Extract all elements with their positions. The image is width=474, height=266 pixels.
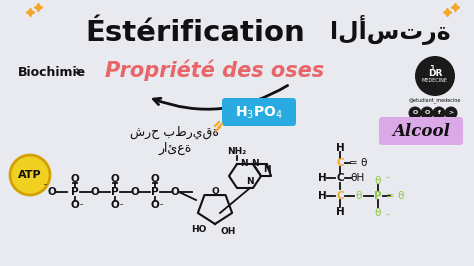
- Circle shape: [409, 106, 421, 119]
- Text: P: P: [374, 191, 382, 201]
- Text: Alcool: Alcool: [392, 123, 450, 140]
- FancyBboxPatch shape: [379, 117, 463, 145]
- Text: ┓: ┓: [430, 63, 434, 69]
- Text: θ: θ: [375, 176, 381, 186]
- Circle shape: [415, 56, 455, 96]
- Text: N: N: [251, 159, 259, 168]
- Text: = θ: = θ: [349, 158, 367, 168]
- Text: الأسترة: الأسترة: [329, 15, 450, 45]
- Text: O: O: [151, 174, 159, 184]
- Circle shape: [445, 106, 457, 119]
- Text: -: -: [385, 210, 389, 219]
- Circle shape: [420, 106, 434, 119]
- Text: -: -: [119, 201, 123, 210]
- Text: P: P: [111, 187, 119, 197]
- Text: O: O: [412, 110, 418, 115]
- Text: NH₂: NH₂: [228, 148, 246, 156]
- Text: رائعة: رائعة: [158, 142, 191, 155]
- Text: Éstérification: Éstérification: [85, 19, 305, 47]
- Text: ATP: ATP: [18, 170, 42, 180]
- Text: O: O: [424, 110, 429, 115]
- Text: N: N: [246, 177, 254, 185]
- Text: N: N: [263, 165, 271, 174]
- Text: P: P: [71, 187, 79, 197]
- Text: H: H: [318, 173, 327, 183]
- Text: C: C: [336, 173, 344, 183]
- Text: >: >: [448, 110, 454, 115]
- Circle shape: [10, 155, 50, 195]
- Text: DR: DR: [428, 69, 442, 77]
- Text: O: O: [91, 187, 100, 197]
- Text: θ: θ: [356, 191, 362, 201]
- Text: H: H: [336, 143, 345, 153]
- Text: C: C: [336, 191, 344, 201]
- Text: θ: θ: [375, 208, 381, 218]
- Text: -: -: [159, 201, 163, 210]
- Text: H: H: [336, 207, 345, 217]
- FancyArrowPatch shape: [154, 85, 288, 109]
- Text: O: O: [47, 187, 56, 197]
- Text: f: f: [438, 110, 440, 115]
- Text: -: -: [385, 173, 389, 182]
- Text: N: N: [240, 159, 248, 168]
- Text: @etudiant_medecine: @etudiant_medecine: [409, 97, 461, 103]
- Text: Propriété des oses: Propriété des oses: [105, 59, 325, 81]
- Text: O: O: [71, 174, 79, 184]
- Text: P: P: [151, 187, 159, 197]
- Text: شرح بطريقة: شرح بطريقة: [130, 125, 219, 139]
- Text: -: -: [79, 201, 82, 210]
- Text: O: O: [110, 200, 119, 210]
- Text: O: O: [71, 200, 79, 210]
- Text: θH: θH: [351, 173, 365, 183]
- FancyBboxPatch shape: [222, 98, 296, 126]
- Text: MEDECINE: MEDECINE: [422, 77, 448, 82]
- Text: HO: HO: [191, 226, 207, 235]
- Text: -: -: [44, 181, 46, 189]
- Text: O: O: [151, 200, 159, 210]
- Text: C: C: [336, 158, 344, 168]
- Text: O: O: [211, 188, 219, 197]
- Circle shape: [432, 106, 446, 119]
- Text: O: O: [171, 187, 179, 197]
- Text: OH: OH: [220, 227, 236, 236]
- Text: Biochimie: Biochimie: [18, 65, 86, 78]
- Text: O: O: [131, 187, 139, 197]
- Text: H$_3$PO$_4$: H$_3$PO$_4$: [235, 105, 283, 121]
- Text: = θ: = θ: [386, 191, 404, 201]
- Text: H: H: [318, 191, 327, 201]
- Text: O: O: [110, 174, 119, 184]
